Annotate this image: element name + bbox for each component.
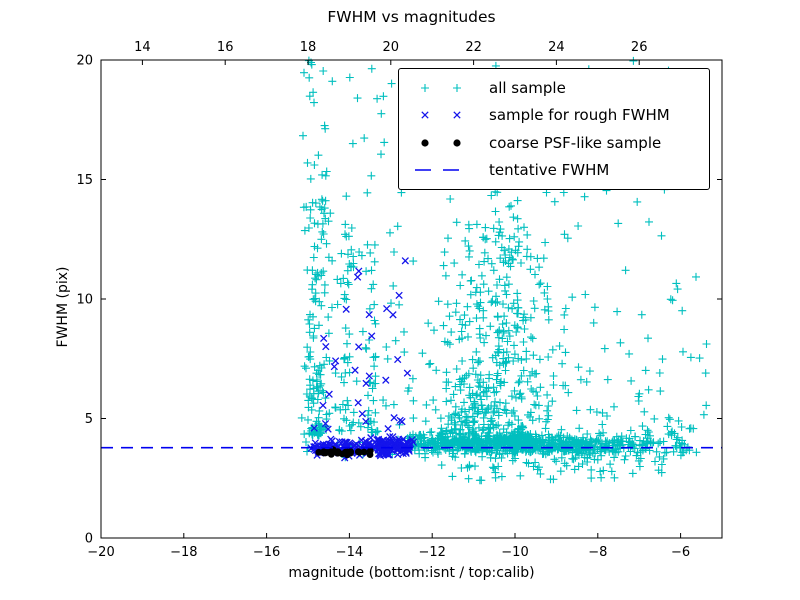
legend-label: sample for rough FWHM: [489, 106, 670, 125]
chart-title: FWHM vs magnitudes: [327, 8, 496, 26]
x-bottom-tick-label: −8: [588, 545, 607, 560]
legend-item-all-sample: all sample: [409, 74, 701, 101]
y-tick-label: 20: [76, 54, 93, 69]
x-bottom-tick-label: −16: [253, 545, 280, 560]
x-top-tick-label: 16: [217, 40, 234, 55]
x-top-tick-label: 24: [548, 40, 565, 55]
legend-label: coarse PSF-like sample: [489, 133, 662, 152]
x-bottom-tick-label: −12: [418, 545, 445, 560]
legend-item-tentative-fwhm: tentative FWHM: [409, 157, 701, 184]
x-bottom-tick-label: −6: [671, 545, 690, 560]
x-top-tick-label: 22: [465, 40, 482, 55]
legend: all sample sample for rough FWHM coarse …: [398, 68, 710, 190]
x-axis-label: magnitude (bottom:isnt / top:calib): [288, 565, 535, 581]
x-marker-icon: [421, 111, 461, 119]
x-top-tick-label: 18: [300, 40, 317, 55]
x-top-tick-label: 20: [383, 40, 400, 55]
legend-label: tentative FWHM: [489, 161, 610, 180]
dashed-line-icon: [415, 169, 467, 172]
legend-item-rough-fwhm: sample for rough FWHM: [409, 102, 701, 129]
x-top-tick-label: 26: [631, 40, 648, 55]
x-bottom-tick-label: −10: [501, 545, 528, 560]
x-top-tick-label: 14: [134, 40, 151, 55]
legend-label: all sample: [489, 78, 566, 97]
scatter-layers: [101, 56, 722, 485]
axis-tick-labels: −20 −18 −16 −14 −12 −10 −8 −6 14 16 18 20 22 24 26 0 5 10…: [76, 40, 690, 560]
y-tick-label: 5: [85, 412, 93, 427]
x-bottom-tick-label: −14: [336, 545, 363, 560]
y-tick-label: 0: [85, 532, 93, 547]
y-tick-label: 10: [76, 293, 93, 308]
x-bottom-tick-label: −18: [170, 545, 197, 560]
y-axis-label: FWHM (pix): [55, 266, 71, 348]
axis-ticks: [100, 59, 722, 539]
dot-marker-icon: [421, 139, 461, 147]
y-tick-label: 15: [76, 173, 93, 188]
plus-marker-icon: [421, 83, 461, 92]
x-bottom-tick-label: −20: [87, 545, 114, 560]
legend-item-psf-sample: coarse PSF-like sample: [409, 129, 701, 156]
